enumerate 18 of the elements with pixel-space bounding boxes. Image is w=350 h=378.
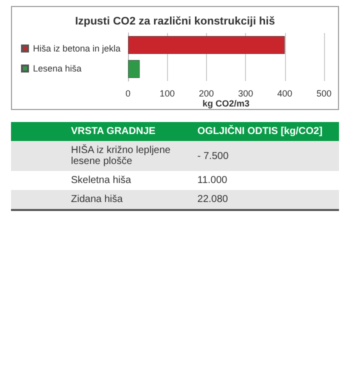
- text: HIŠA iz križno lepljene lesene plošče: [11, 141, 192, 171]
- chart-title: Izpusti CO2 za različni konstrukciji hiš: [75, 16, 275, 28]
- x-tick-label: 500: [316, 88, 332, 98]
- text: 22.080: [191, 190, 339, 210]
- text: Zidana hiša: [11, 190, 192, 210]
- text: Skeletna hiša: [70, 174, 132, 188]
- text: 11.000: [196, 174, 228, 188]
- x-axis-title: kg CO2/m3: [202, 98, 250, 108]
- legend-label: Hiša iz betona in jekla: [33, 44, 121, 54]
- x-tick-label: 100: [160, 88, 175, 98]
- x-tick-label: 200: [198, 88, 214, 98]
- legend-label: Lesena hiša: [33, 64, 82, 74]
- text: OGLJIČNI ODTIS [kg/CO2]: [191, 122, 339, 141]
- text: - 7.500: [191, 141, 339, 171]
- x-tick-label: 0: [125, 88, 131, 98]
- text: VRSTA GRADNJE: [11, 122, 192, 141]
- x-tick-label: 400: [277, 88, 292, 98]
- x-tick-label: 300: [238, 88, 254, 98]
